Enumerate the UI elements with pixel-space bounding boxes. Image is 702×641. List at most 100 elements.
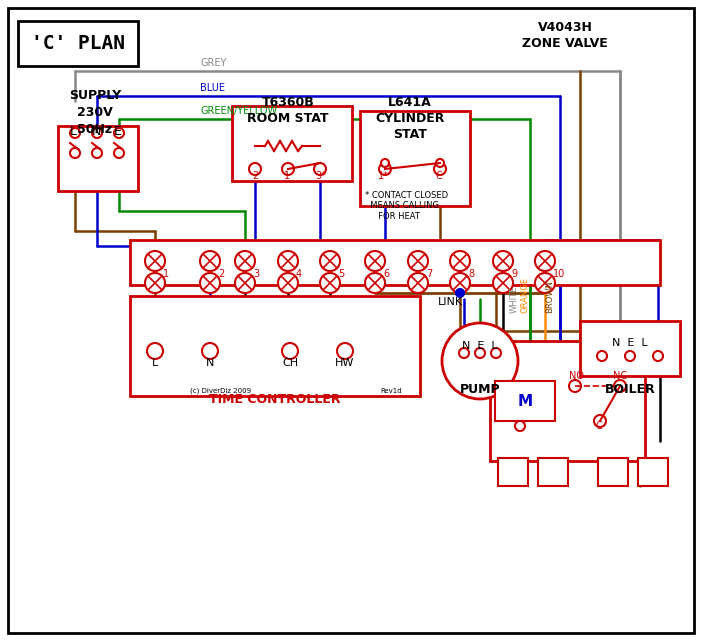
Circle shape (249, 163, 261, 175)
Text: 3*: 3* (315, 171, 326, 181)
Circle shape (200, 251, 220, 271)
Circle shape (408, 251, 428, 271)
Circle shape (114, 128, 124, 138)
Text: L641A
CYLINDER
STAT: L641A CYLINDER STAT (376, 96, 444, 141)
Text: C: C (596, 421, 603, 431)
Circle shape (493, 251, 513, 271)
Circle shape (145, 273, 165, 293)
Bar (232, 106, 352, 181)
Circle shape (535, 273, 555, 293)
Text: L: L (152, 358, 158, 368)
Circle shape (70, 128, 80, 138)
Text: 8: 8 (468, 269, 474, 279)
Circle shape (597, 351, 607, 361)
Text: * CONTACT CLOSED
  MEANS CALLING
     FOR HEAT: * CONTACT CLOSED MEANS CALLING FOR HEAT (365, 191, 448, 221)
Circle shape (436, 159, 444, 167)
Circle shape (70, 148, 80, 158)
Circle shape (200, 273, 220, 293)
Circle shape (475, 348, 485, 358)
Bar (598, 458, 628, 486)
Text: TIME CONTROLLER: TIME CONTROLLER (209, 393, 340, 406)
Circle shape (235, 273, 255, 293)
Text: 5: 5 (338, 269, 344, 279)
Circle shape (442, 323, 518, 399)
Text: 1: 1 (284, 171, 290, 181)
Text: T6360B
ROOM STAT: T6360B ROOM STAT (247, 96, 329, 125)
Circle shape (202, 343, 218, 359)
Text: E: E (114, 124, 122, 138)
Text: N  E  L: N E L (612, 338, 648, 348)
Bar (130, 296, 420, 396)
Text: V4043H
ZONE VALVE: V4043H ZONE VALVE (522, 21, 608, 50)
Circle shape (314, 163, 326, 175)
Text: 2: 2 (218, 269, 224, 279)
Text: N: N (206, 358, 214, 368)
Circle shape (450, 273, 470, 293)
Text: BROWN: BROWN (545, 280, 554, 313)
Circle shape (450, 251, 470, 271)
Circle shape (92, 148, 102, 158)
Bar (638, 458, 668, 486)
Text: PUMP: PUMP (460, 383, 501, 396)
Text: L: L (69, 124, 77, 138)
Text: 3: 3 (253, 269, 259, 279)
Text: 'C' PLAN: 'C' PLAN (31, 33, 125, 53)
Text: M: M (517, 394, 533, 408)
Bar (495, 381, 555, 421)
Circle shape (569, 380, 581, 392)
Circle shape (535, 251, 555, 271)
Text: 1: 1 (163, 269, 169, 279)
Circle shape (456, 289, 464, 297)
Bar (498, 458, 528, 486)
Circle shape (459, 348, 469, 358)
Circle shape (625, 351, 635, 361)
Text: WHITE: WHITE (510, 286, 519, 313)
Text: 1*: 1* (378, 171, 389, 181)
Circle shape (320, 251, 340, 271)
Circle shape (434, 163, 446, 175)
Text: CH: CH (282, 358, 298, 368)
Circle shape (282, 343, 298, 359)
Circle shape (320, 273, 340, 293)
Text: 4: 4 (296, 269, 302, 279)
Text: 7: 7 (426, 269, 432, 279)
Text: 2: 2 (252, 171, 258, 181)
Circle shape (92, 128, 102, 138)
Bar (490, 341, 645, 461)
Circle shape (594, 415, 606, 427)
Circle shape (278, 251, 298, 271)
Text: BLUE: BLUE (200, 83, 225, 93)
Bar (360, 111, 470, 206)
Text: HW: HW (336, 358, 355, 368)
Text: NC: NC (613, 371, 627, 381)
Text: 9: 9 (511, 269, 517, 279)
Text: Rev1d: Rev1d (380, 388, 402, 394)
Text: SUPPLY
230V
50Hz: SUPPLY 230V 50Hz (69, 89, 121, 136)
Bar (580, 321, 680, 376)
Bar (18, 21, 138, 66)
Circle shape (147, 343, 163, 359)
Circle shape (381, 159, 389, 167)
Circle shape (365, 251, 385, 271)
Circle shape (145, 251, 165, 271)
Text: N: N (91, 124, 100, 138)
Circle shape (282, 163, 294, 175)
Circle shape (278, 273, 298, 293)
Text: N  E  L: N E L (462, 341, 498, 351)
Circle shape (614, 380, 626, 392)
Text: GREY: GREY (200, 58, 226, 68)
Circle shape (653, 351, 663, 361)
Text: ORANGE: ORANGE (520, 277, 529, 313)
Circle shape (491, 348, 501, 358)
Circle shape (114, 148, 124, 158)
Circle shape (365, 273, 385, 293)
Text: GREEN/YELLOW: GREEN/YELLOW (200, 106, 277, 116)
Circle shape (379, 163, 391, 175)
Circle shape (493, 273, 513, 293)
Bar (58, 126, 138, 191)
Text: BOILER: BOILER (604, 383, 656, 396)
Circle shape (515, 421, 525, 431)
Text: C: C (435, 171, 442, 181)
Text: 10: 10 (553, 269, 565, 279)
Text: NO: NO (569, 371, 584, 381)
